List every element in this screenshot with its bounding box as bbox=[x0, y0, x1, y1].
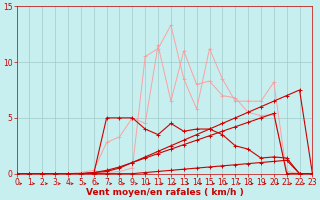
X-axis label: Vent moyen/en rafales ( km/h ): Vent moyen/en rafales ( km/h ) bbox=[86, 188, 244, 197]
